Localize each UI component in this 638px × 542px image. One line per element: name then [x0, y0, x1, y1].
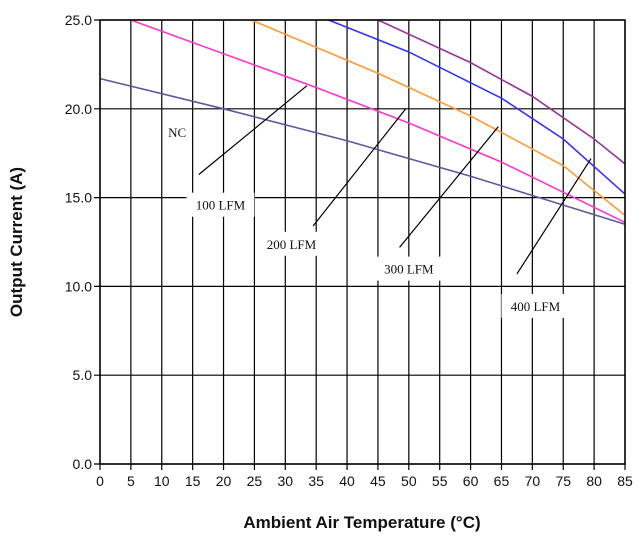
y-tick-label: 10.0 — [65, 278, 92, 294]
annotation-label: 200 LFM — [267, 237, 317, 252]
x-tick-labels: 0 5 10 15 20 25 30 35 40 45 50 55 60 65 70 75 80 85 — [96, 473, 633, 489]
x-tick-label: 15 — [185, 473, 201, 489]
x-tick-label: 45 — [370, 473, 386, 489]
annotation-pointer — [516, 158, 592, 275]
annotation-box — [186, 192, 255, 217]
annotations: NC 100 LFM 200 LFM 300 LFM 400 LFM — [163, 85, 592, 318]
series-lines — [99, 19, 626, 226]
annotation-pointer — [198, 85, 308, 175]
series-line — [99, 77, 626, 226]
series-line — [377, 19, 626, 165]
plot-background — [100, 20, 625, 464]
series-line — [251, 19, 626, 216]
x-tick-label: 85 — [617, 473, 633, 489]
annotation-box — [374, 256, 443, 281]
x-tick-label: 65 — [494, 473, 510, 489]
x-tick-label: 0 — [96, 473, 104, 489]
y-tick-label: 20.0 — [65, 101, 92, 117]
annotation-pointer — [312, 108, 407, 227]
x-tick-label: 70 — [525, 473, 541, 489]
annotation-label: NC — [168, 125, 186, 140]
annotation-box — [501, 293, 570, 318]
y-tick-label: 0.0 — [73, 456, 93, 472]
x-tick-label: 75 — [555, 473, 571, 489]
annotation-box — [257, 231, 326, 256]
annotation-label: 400 LFM — [511, 299, 561, 314]
y-axis-title: Output Current (A) — [7, 167, 26, 317]
x-tick-label: 10 — [154, 473, 170, 489]
x-axis-title: Ambient Air Temperature (°C) — [243, 513, 480, 532]
y-tick-label: 15.0 — [65, 190, 92, 206]
x-tick-label: 50 — [401, 473, 417, 489]
x-tick-label: 5 — [127, 473, 135, 489]
y-tick-label: 5.0 — [73, 367, 93, 383]
annotation-label: 100 LFM — [196, 198, 246, 213]
y-tick-labels: 0.0 5.0 10.0 15.0 20.0 25.0 — [65, 12, 92, 472]
plot-frame — [99, 19, 626, 465]
series-line — [328, 19, 626, 195]
x-tick-label: 40 — [339, 473, 355, 489]
x-tick-label: 20 — [216, 473, 232, 489]
annotation-box — [163, 119, 192, 144]
x-tick-label: 55 — [432, 473, 448, 489]
annotation-pointer — [399, 126, 499, 248]
x-tick-label: 30 — [278, 473, 294, 489]
annotation-label: 300 LFM — [384, 262, 434, 277]
x-tick-label: 25 — [247, 473, 263, 489]
x-tick-label: 80 — [586, 473, 602, 489]
x-tick-label: 35 — [308, 473, 324, 489]
x-tick-label: 60 — [463, 473, 479, 489]
y-tick-label: 25.0 — [65, 12, 92, 28]
series-line — [130, 19, 626, 224]
